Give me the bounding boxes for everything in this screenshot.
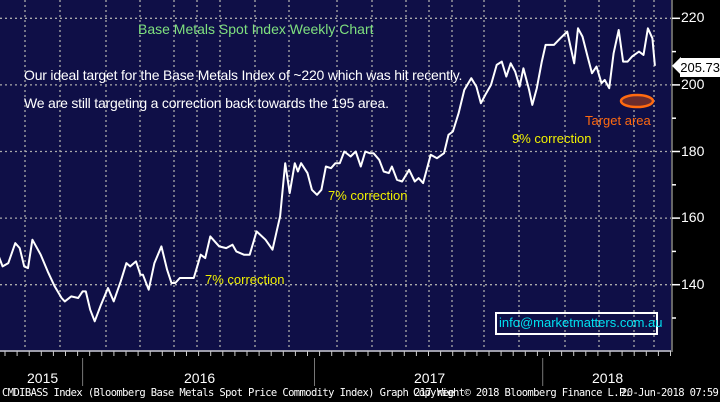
axes (0, 0, 681, 386)
email-box (495, 312, 658, 335)
x-tick-label-2017: 2017 (414, 370, 446, 386)
annotation-note-2: We are still targeting a correction back… (24, 95, 389, 111)
correction-label-1: 7% correction (205, 272, 285, 287)
target-area-label: Target area (585, 113, 651, 128)
x-tick-label-2018: 2018 (592, 370, 624, 386)
y-tick-label: 220 (681, 9, 705, 26)
plot-area (0, 0, 671, 352)
x-tick-label-2016: 2016 (184, 370, 216, 386)
series-line (0, 27, 656, 323)
y-tick-label: 140 (681, 275, 705, 292)
footer-timestamp: 20-Jun-2018 07:59:26 (621, 387, 720, 399)
y-tick-label: 160 (681, 209, 705, 226)
y-tick-label: 180 (681, 142, 705, 159)
target-area-ellipse (619, 93, 655, 109)
correction-label-3: 9% correction (512, 131, 592, 146)
last-value-arrow (672, 56, 681, 75)
y-tick-label: 200 (681, 75, 705, 92)
footer-source: CMDIBASS Index (Bloomberg Base Metals Sp… (2, 387, 455, 399)
series-points (2, 28, 655, 322)
correction-label-2: 7% correction (328, 188, 408, 203)
last-value-label: 205.73 (680, 58, 720, 77)
annotation-note-1: Our ideal target for the Base Metals Ind… (24, 67, 463, 83)
footer-copyright: Copyright© 2018 Bloomberg Finance L.P. (413, 387, 631, 399)
x-tick-label-2015: 2015 (27, 370, 59, 386)
email-link[interactable]: info@marketmatters.com.au (499, 315, 663, 330)
chart-title: Base Metals Spot Index Weekly Chart (138, 21, 374, 37)
